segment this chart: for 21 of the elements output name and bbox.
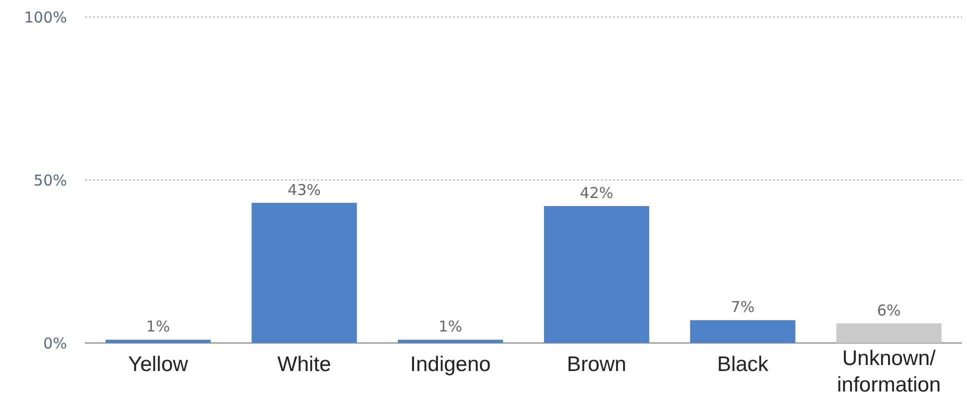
data-label: 7%	[730, 298, 755, 316]
x-tick-label: White	[277, 353, 332, 376]
y-tick-label: 100%	[24, 8, 67, 26]
data-label: 1%	[438, 318, 462, 336]
y-tick-label: 50%	[34, 171, 67, 190]
data-label: 43%	[288, 180, 321, 199]
y-tick-label: 0%	[43, 334, 67, 352]
data-label: 6%	[877, 301, 901, 320]
x-tick-label: Indigeno	[410, 353, 491, 376]
bar	[544, 206, 650, 343]
bar	[690, 320, 796, 343]
bar	[398, 340, 504, 343]
x-tick-label: Yellow	[128, 353, 189, 376]
bar	[105, 340, 211, 343]
x-tick-label: Brown	[566, 353, 626, 376]
data-label: 1%	[146, 318, 170, 336]
bar	[836, 323, 942, 343]
x-tick-label: Black	[717, 353, 769, 376]
x-tick-label: Unknown/ information	[836, 347, 941, 396]
data-label: 42%	[580, 184, 614, 202]
bar	[252, 202, 357, 343]
